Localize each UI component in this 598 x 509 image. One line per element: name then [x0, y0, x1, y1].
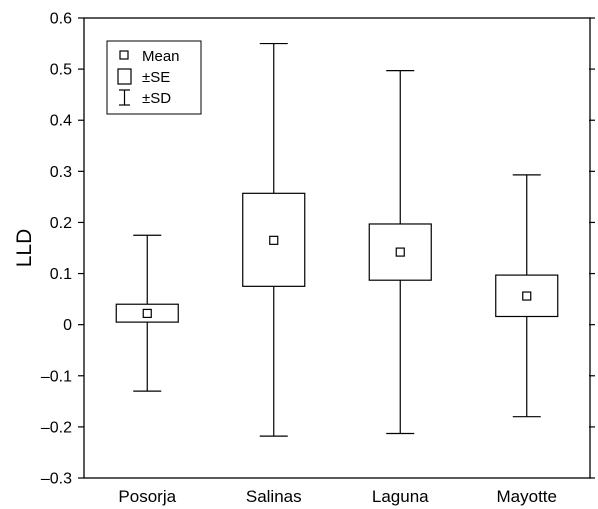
y-axis-title: LLD — [13, 229, 36, 268]
x-category-label: Laguna — [372, 487, 429, 506]
y-tick-label: 0.1 — [50, 266, 72, 283]
y-tick-label: –0.1 — [41, 368, 72, 385]
x-category-label: Mayotte — [497, 487, 557, 506]
legend-mean-label: Mean — [142, 48, 180, 65]
legend-sd-label: ±SD — [142, 90, 171, 107]
right-tick-marks — [589, 17, 595, 479]
mean-marker — [395, 247, 405, 257]
x-category-label: Posorja — [118, 487, 176, 506]
legend-mean-symbol — [119, 50, 129, 60]
y-tick-label: 0 — [63, 317, 72, 334]
y-tick-label: 0.5 — [50, 62, 72, 79]
x-category-label: Salinas — [246, 487, 302, 506]
y-tick-label: 0.4 — [50, 113, 72, 130]
y-tick-label: –0.3 — [41, 471, 72, 488]
box-posorja — [115, 234, 179, 392]
mean-marker — [522, 291, 532, 301]
y-axis: –0.3 –0.2 –0.1 0 0.1 0.2 0.3 0.4 0.5 0.6 — [41, 11, 84, 488]
x-axis: Posorja Salinas Laguna Mayotte — [118, 487, 557, 506]
legend-sd-symbol — [119, 89, 130, 106]
box-mayotte — [495, 174, 559, 418]
box-laguna — [368, 70, 432, 435]
y-tick-label: 0.6 — [50, 11, 72, 28]
mean-marker — [269, 235, 279, 245]
legend-se-symbol — [117, 68, 132, 85]
legend: Mean ±SE ±SD — [106, 40, 202, 115]
box-salinas — [242, 42, 306, 437]
mean-marker — [142, 308, 152, 319]
legend-se-label: ±SE — [142, 69, 170, 86]
box-series — [115, 42, 559, 437]
y-tick-label: 0.3 — [50, 164, 72, 181]
y-tick-label: –0.2 — [41, 419, 72, 436]
y-tick-label: 0.2 — [50, 215, 72, 232]
